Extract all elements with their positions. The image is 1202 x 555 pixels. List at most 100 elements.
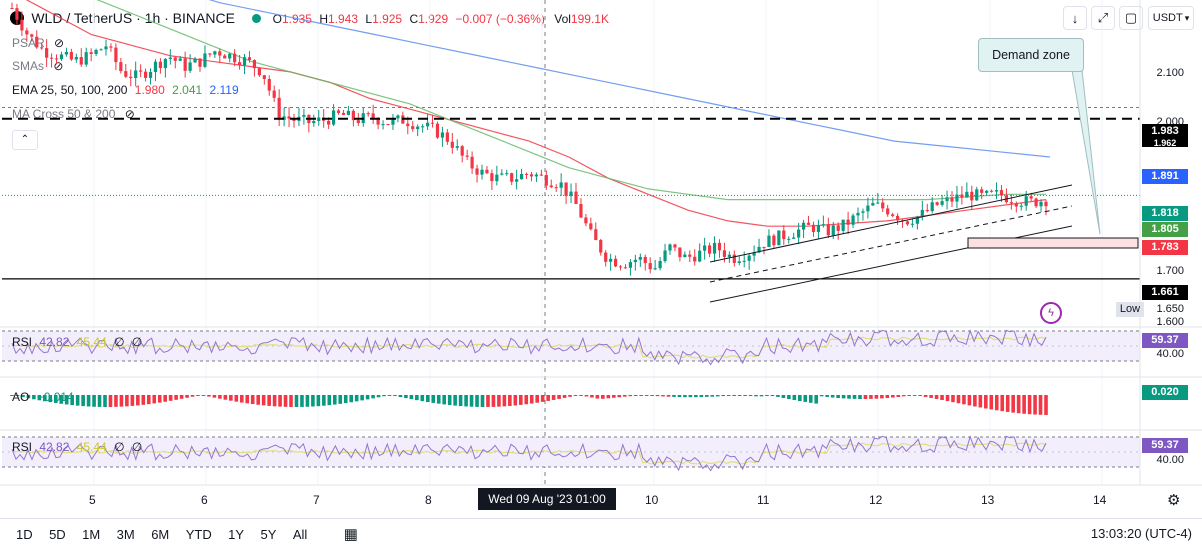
candle-body [623, 267, 628, 269]
candle-body [787, 238, 791, 240]
ema-100-value: 2.119 [209, 83, 239, 97]
ao-bar [382, 395, 386, 397]
ao-bar [442, 395, 447, 405]
indicator-smas[interactable]: SMAs ⊘ [12, 59, 63, 73]
ao-bar [218, 395, 222, 399]
time-label: 6 [201, 493, 208, 507]
candle-body [609, 258, 613, 262]
settings-gear-icon[interactable]: ⚙ [1167, 492, 1181, 509]
ao-bar [43, 395, 47, 402]
download-icon[interactable]: ↓ [1063, 6, 1087, 30]
ao-bar [759, 395, 764, 397]
eye-off-icon[interactable]: ⊘ [124, 107, 135, 121]
rsi-legend-1[interactable]: RSI 42.82 45.44 ∅ ∅ [12, 335, 142, 349]
ao-bar [174, 395, 178, 400]
range-3m[interactable]: 3M [116, 527, 135, 542]
candle-body [371, 113, 375, 119]
ao-bar [420, 395, 425, 402]
candle-body [193, 58, 197, 63]
candle-body [752, 252, 756, 256]
ao-bar [278, 395, 282, 407]
candle-body [668, 244, 672, 251]
ao-bar [1044, 395, 1048, 415]
candle-body [148, 72, 153, 78]
ao-bar [513, 395, 518, 406]
ao-bar [989, 395, 994, 410]
candle-body [1044, 201, 1048, 207]
candle-body [30, 34, 34, 37]
ao-bar [168, 395, 173, 401]
ao-bar [190, 395, 195, 397]
date-range-icon[interactable]: ▦ [343, 526, 358, 543]
candle-body [15, 8, 19, 20]
ao-bar [360, 395, 364, 401]
time-label: 7 [313, 493, 320, 507]
ao-bar [611, 395, 616, 398]
snapshot-icon[interactable]: ▢ [1119, 6, 1143, 30]
collapse-legend-button[interactable]: ⌃ [12, 130, 38, 150]
rsi-legend-2[interactable]: RSI 42.82 45.44 ∅ ∅ [12, 440, 142, 454]
candle-body [920, 209, 924, 217]
rsi-tag-1: 59.37 [1142, 333, 1188, 348]
ao-legend[interactable]: AO −0.014 [12, 390, 74, 404]
range-1d[interactable]: 1D [16, 527, 33, 542]
ao-bar [562, 395, 567, 398]
indicator-ma-cross[interactable]: MA Cross 50 & 200 ⊘ [12, 107, 135, 121]
range-1m[interactable]: 1M [82, 527, 101, 542]
time-label: 8 [425, 493, 432, 507]
ao-bar [672, 395, 676, 397]
ao-bar [776, 395, 780, 397]
ao-bar [568, 395, 572, 397]
candle-body [599, 240, 603, 253]
ao-bar [584, 395, 589, 397]
price-tag-1818: 1.818 [1142, 206, 1188, 221]
ao-bar [1022, 395, 1026, 414]
fullscreen-icon[interactable]: ⤢ [1091, 6, 1115, 30]
candle-body [45, 48, 49, 58]
range-5d[interactable]: 5D [49, 527, 66, 542]
range-all[interactable]: All [292, 527, 308, 542]
ao-bar [918, 395, 922, 397]
candle-body [846, 219, 850, 225]
symbol-title[interactable]: WLD / TetherUS · 1h · BINANCE [31, 10, 235, 26]
range-ytd[interactable]: YTD [185, 527, 212, 542]
ma-cross-label: MA Cross 50 & 200 [12, 107, 116, 121]
ao-bar [125, 395, 129, 407]
ao-bar [387, 395, 392, 396]
clock: 13:03:20 (UTC-4) [1090, 526, 1192, 541]
ao-bar [940, 395, 944, 400]
ao-bar [962, 395, 966, 405]
candle-body [302, 114, 306, 117]
ao-bar [984, 395, 988, 409]
channel-mid [709, 205, 1073, 283]
indicator-ema[interactable]: EMA 25, 50, 100, 200 1.980 2.041 2.119 [12, 83, 239, 97]
lightning-icon[interactable]: ϟ [1040, 302, 1062, 324]
ao-bar [15, 395, 20, 397]
ao-bar [234, 395, 239, 402]
ao-bar [694, 395, 698, 398]
rsi-ma-value: 45.44 [76, 440, 107, 454]
ao-bar [327, 395, 332, 406]
candle-body [465, 155, 469, 157]
candle-body [257, 68, 261, 76]
rsi-label: RSI [12, 335, 33, 349]
ao-bar [86, 395, 91, 407]
currency-selector[interactable]: USDT ▾ [1148, 6, 1194, 30]
candle-body [460, 146, 464, 156]
range-1y[interactable]: 1Y [228, 527, 245, 542]
candle-body [480, 169, 484, 175]
demand-zone-callout[interactable]: Demand zone [978, 38, 1084, 72]
ao-bar [852, 395, 857, 399]
ao-bar [792, 395, 797, 401]
range-5y[interactable]: 5Y [260, 527, 277, 542]
ao-bar [896, 395, 901, 397]
eye-off-icon[interactable]: ⊘ [54, 36, 65, 50]
candle-body [183, 58, 187, 71]
candle-body [198, 58, 202, 67]
eye-off-icon[interactable]: ⊘ [53, 59, 64, 73]
range-6m[interactable]: 6M [151, 527, 170, 542]
candle-body [262, 75, 266, 79]
ao-bar [825, 395, 829, 397]
candle-body [539, 174, 543, 176]
